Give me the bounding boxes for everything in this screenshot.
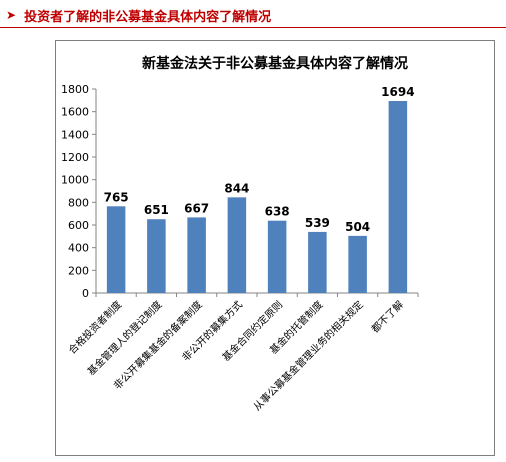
- x-axis: [95, 292, 419, 297]
- y-tick-label: 1200: [61, 151, 89, 164]
- bar-value-label: 651: [144, 203, 169, 217]
- section-heading: ➤ 投资者了解的非公募基金具体内容了解情况: [6, 4, 271, 26]
- bar: [227, 197, 247, 293]
- chart-frame: 新基金法关于非公募基金具体内容了解情况 0 200 400 600 800 1000 120…: [55, 40, 495, 456]
- bar-value-label: 667: [184, 201, 209, 215]
- bar-value-label: 765: [104, 190, 129, 204]
- bar-value-label: 1694: [381, 85, 414, 99]
- y-tick-label: 1400: [61, 128, 89, 141]
- bar: [147, 219, 166, 293]
- bar: [348, 235, 367, 293]
- category-label: 基金管理人的登记制度: [85, 298, 165, 378]
- bar-value-label: 539: [305, 216, 330, 230]
- y-tick-label: 0: [82, 287, 89, 300]
- bar: [267, 220, 287, 293]
- bar-chart: 新基金法关于非公募基金具体内容了解情况 0 200 400 600 800 1000 120…: [61, 55, 419, 413]
- y-tick-label: 800: [68, 196, 89, 209]
- heading-divider: [0, 27, 506, 28]
- bars: [106, 101, 408, 293]
- chart-title: 新基金法关于非公募基金具体内容了解情况: [142, 55, 408, 72]
- bar-value-label: 504: [345, 220, 370, 234]
- y-tick-label: 400: [68, 242, 89, 255]
- y-tick-label: 600: [68, 219, 89, 232]
- y-tick-label: 1000: [61, 174, 89, 187]
- category-label: 都不了解: [369, 298, 406, 335]
- category-labels: 合格投资者制度基金管理人的登记制度非公开募集基金的备案制度非公开的募集方式基金合…: [66, 298, 406, 413]
- bar: [308, 231, 327, 293]
- bar-value-label: 844: [224, 181, 249, 195]
- y-axis: 0 200 400 600 800 1000 1200 1400 1600 1800: [61, 83, 97, 300]
- bar: [388, 101, 408, 293]
- data-labels: 765 651 667 844 638 539 504 1694: [104, 85, 415, 234]
- bar: [187, 217, 206, 293]
- y-tick-label: 1800: [61, 83, 89, 96]
- y-tick-label: 200: [68, 264, 89, 277]
- section-heading-text: 投资者了解的非公募基金具体内容了解情况: [24, 9, 272, 25]
- y-tick-label: 1600: [61, 106, 89, 119]
- arrow-bullet-icon: ➤: [6, 8, 17, 22]
- bar-value-label: 638: [265, 205, 290, 219]
- bar: [106, 206, 126, 293]
